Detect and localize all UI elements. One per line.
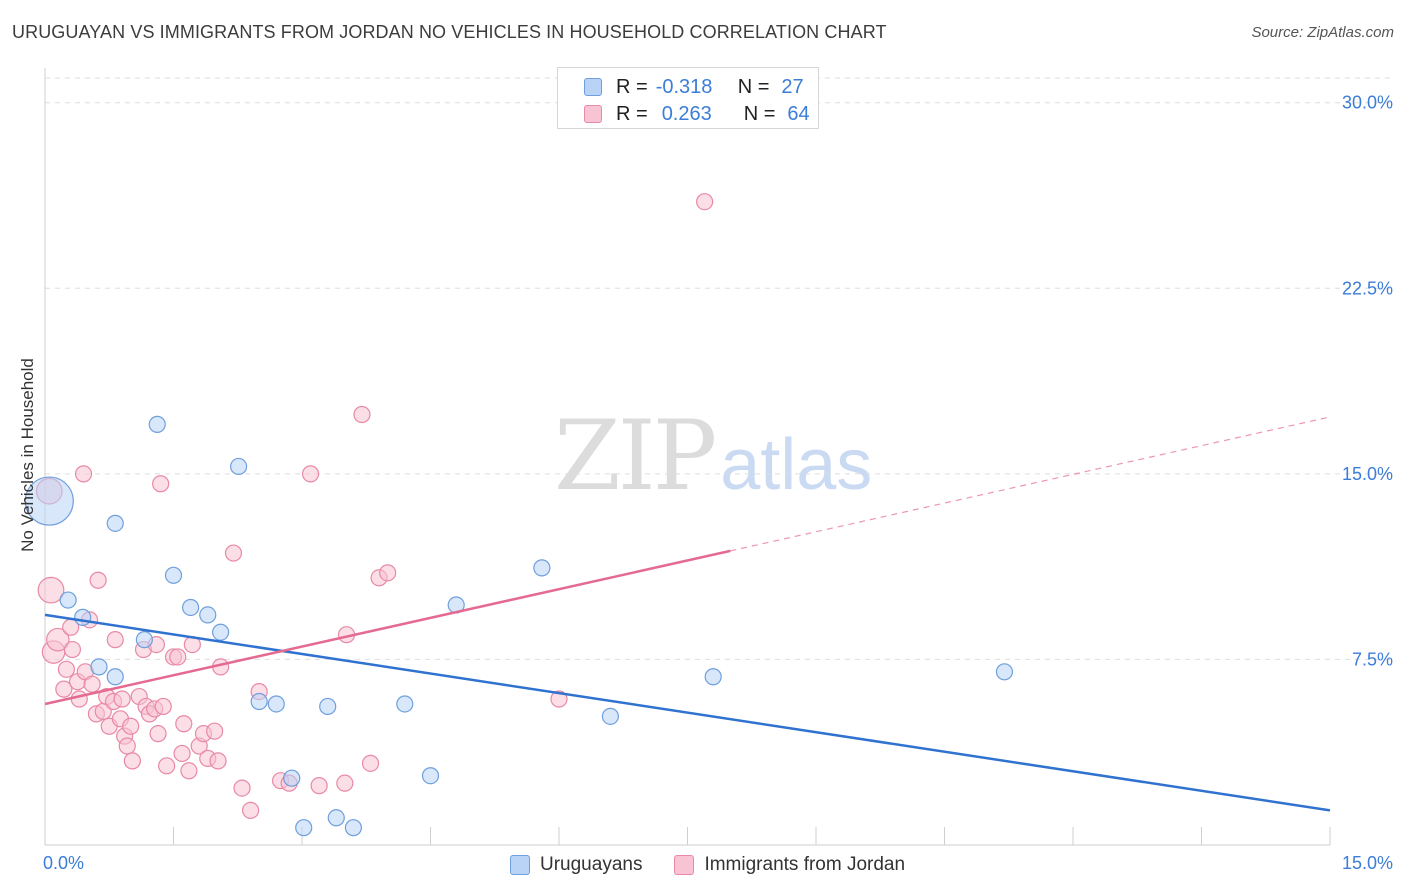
jordan-point [209, 752, 227, 770]
grid-lines [45, 77, 1392, 660]
jordan-point [63, 640, 82, 659]
jordan-point [175, 715, 193, 733]
uruguayan-point [319, 697, 337, 716]
uruguayan-point [995, 663, 1014, 681]
r-value: 0.263 [661, 102, 712, 125]
jordan-point [118, 737, 136, 755]
uruguayan-point [148, 415, 166, 433]
uruguayan-point [283, 769, 301, 787]
y-axis-label: No Vehicles in Household [18, 358, 37, 552]
tick-labels: 7.5% 15.0% 22.5% 30.0% 0.0% 15.0% [43, 93, 1393, 873]
uruguayan-point [421, 767, 440, 785]
jordan-point [224, 544, 243, 562]
jordan-point [379, 564, 397, 582]
jordan-trend-line-projection [730, 416, 1331, 552]
x-tick-label: 15.0% [1342, 853, 1393, 873]
uruguayan-point [135, 631, 153, 649]
jordan-point [74, 465, 93, 483]
jordan-point [550, 690, 568, 708]
uruguayan-point [106, 514, 124, 532]
y-tick-label: 30.0% [1342, 93, 1393, 113]
uruguayan-point [533, 559, 551, 577]
r-label: R = [616, 102, 648, 125]
uruguayan-point [327, 809, 345, 827]
jordan-point [113, 690, 131, 708]
correlation-legend: R = -0.318 N = 27 R = 0.263 N = 64 [557, 67, 819, 129]
jordan-trend-line [44, 549, 731, 706]
uruguayan-point [250, 692, 268, 711]
jordan-point [154, 697, 172, 716]
jordan-point [169, 648, 187, 666]
legend-swatch-jordan [674, 855, 695, 875]
uruguayan-point [295, 819, 313, 837]
jordan-point [233, 779, 251, 797]
uruguayan-point [601, 707, 620, 725]
uruguayan-point [182, 598, 200, 617]
uruguayan-point [396, 695, 414, 713]
uruguayan-point [59, 591, 77, 609]
trend-lines [44, 416, 1331, 812]
jordan-point [180, 762, 198, 780]
jordan-point [55, 680, 73, 698]
n-label: N = [737, 75, 770, 98]
jordan-point [301, 465, 320, 483]
legend-label-uruguayans: Uruguayans [540, 854, 643, 875]
legend-item-uruguayans[interactable]: Uruguayans [510, 854, 642, 876]
jordan-point [123, 752, 141, 770]
legend-row-uruguayans: R = -0.318 N = 27 [584, 74, 804, 100]
jordan-point [696, 193, 714, 211]
jordan-point [242, 801, 260, 819]
jordan-point [149, 725, 167, 743]
legend-row-jordan: R = 0.263 N = 64 [584, 101, 810, 127]
y-tick-label: 22.5% [1342, 278, 1393, 298]
r-value: -0.318 [655, 75, 713, 98]
y-tick-label: 7.5% [1352, 649, 1393, 669]
jordan-point [46, 627, 70, 652]
data-points [24, 193, 1014, 837]
x-tick-label: 0.0% [43, 853, 84, 873]
uruguayan-point [344, 819, 362, 837]
jordan-point [70, 690, 88, 708]
uruguayan-point [230, 457, 248, 476]
y-tick-label: 15.0% [1342, 464, 1393, 484]
jordan-point [336, 774, 354, 792]
jordan-point [83, 675, 101, 693]
jordan-point [173, 744, 191, 763]
jordan-point [37, 576, 65, 604]
legend-label-jordan: Immigrants from Jordan [704, 854, 906, 875]
legend-swatch-uruguayans [510, 855, 530, 875]
jordan-point [89, 571, 107, 589]
series-legend: Uruguayans Immigrants from Jordan [510, 852, 937, 878]
uruguayan-trend-line [44, 613, 1331, 812]
jordan-point [361, 754, 380, 772]
uruguayan-point [199, 606, 217, 624]
uruguayan-point [106, 668, 124, 686]
legend-swatch-uruguayans [584, 78, 602, 96]
uruguayan-point [24, 476, 74, 526]
uruguayan-point [164, 566, 183, 584]
axes [44, 68, 1331, 846]
jordan-point [353, 405, 371, 424]
source-label: Source: ZipAtlas.com [1251, 24, 1394, 41]
jordan-point [122, 717, 140, 735]
uruguayan-point [74, 608, 92, 626]
legend-swatch-jordan [584, 105, 602, 123]
jordan-point [152, 475, 170, 493]
jordan-point [206, 722, 224, 740]
n-label: N = [743, 102, 776, 125]
n-value: 64 [787, 102, 810, 125]
chart-title: URUGUAYAN VS IMMIGRANTS FROM JORDAN NO V… [12, 22, 887, 42]
jordan-point [106, 631, 124, 649]
legend-item-jordan[interactable]: Immigrants from Jordan [674, 854, 905, 876]
uruguayan-point [704, 668, 722, 686]
jordan-point [57, 660, 76, 678]
uruguayan-point [90, 658, 108, 676]
jordan-point [310, 777, 328, 795]
uruguayan-point [267, 695, 285, 713]
jordan-point [158, 757, 176, 775]
r-label: R = [616, 75, 648, 98]
n-value: 27 [781, 75, 804, 98]
uruguayan-point [212, 623, 230, 641]
